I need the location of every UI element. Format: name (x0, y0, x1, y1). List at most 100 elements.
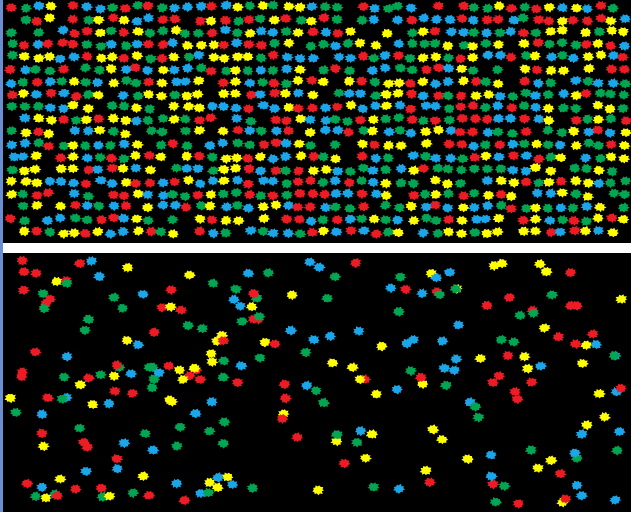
dot (567, 53, 580, 64)
dot (292, 166, 305, 177)
dot (531, 188, 543, 199)
dot (131, 139, 145, 150)
dot (370, 389, 382, 399)
dot (143, 150, 155, 161)
dot (117, 139, 131, 150)
dot (30, 268, 42, 278)
dot (157, 190, 170, 201)
dot (367, 482, 380, 492)
dot (306, 27, 320, 37)
dot (542, 139, 555, 150)
dot (207, 176, 220, 186)
dot (395, 177, 407, 188)
dot (16, 152, 29, 161)
dot (229, 103, 243, 113)
dot (618, 79, 631, 89)
dot (441, 90, 455, 101)
dot (60, 278, 73, 288)
dot (179, 28, 191, 39)
dot (392, 77, 406, 89)
dot (529, 162, 542, 173)
dot (107, 213, 121, 223)
dot (507, 91, 519, 102)
dot (102, 398, 115, 409)
dot (268, 78, 281, 89)
dot (167, 37, 179, 48)
dot (281, 52, 294, 63)
dot (571, 480, 583, 491)
dot (92, 201, 105, 212)
dot (618, 89, 631, 100)
dot (617, 52, 630, 62)
dot (182, 174, 195, 186)
dot (155, 139, 168, 150)
dot (295, 15, 308, 26)
dot (142, 490, 155, 500)
dot (257, 201, 270, 212)
dot (329, 153, 342, 164)
dot (333, 52, 345, 63)
dot (554, 227, 567, 237)
dot (258, 213, 271, 224)
dot (481, 164, 494, 174)
dot (82, 314, 95, 325)
dot (269, 115, 282, 125)
dot (291, 103, 305, 114)
dot (488, 260, 501, 272)
dot (5, 139, 18, 150)
dot (206, 215, 218, 225)
dot (111, 454, 124, 464)
dot (137, 289, 149, 299)
dot (144, 28, 156, 39)
dot (404, 78, 416, 89)
dot (575, 429, 588, 439)
dot (145, 226, 158, 237)
dot (605, 213, 618, 224)
dot (356, 139, 369, 150)
dot (544, 166, 557, 177)
dot (307, 53, 320, 63)
dot (442, 188, 455, 199)
dot (183, 52, 195, 62)
dot (482, 50, 494, 61)
dot (211, 482, 224, 493)
dot (429, 273, 442, 283)
dot (610, 386, 623, 397)
dot (328, 114, 342, 125)
dot (279, 393, 293, 404)
dot (81, 200, 94, 211)
dot (219, 15, 232, 26)
dot (579, 216, 592, 226)
dot (231, 175, 244, 185)
dot (79, 228, 91, 239)
dot (391, 15, 404, 26)
dot (495, 189, 507, 199)
dot (17, 89, 30, 99)
dot (604, 113, 617, 124)
dot (582, 138, 596, 149)
dot (127, 488, 140, 499)
dot (94, 4, 106, 14)
dot (586, 328, 599, 339)
dot (281, 179, 293, 189)
dot (480, 77, 492, 87)
dot (17, 285, 31, 296)
dot (291, 75, 304, 86)
dot (405, 201, 418, 212)
dot (66, 14, 79, 25)
dot (455, 91, 467, 102)
dot (155, 91, 168, 101)
dot (579, 225, 592, 236)
dot (570, 453, 583, 463)
dot (181, 91, 193, 101)
dot (481, 27, 493, 38)
dot (107, 126, 120, 137)
dot (419, 126, 432, 137)
dot (435, 434, 449, 445)
dot (420, 101, 433, 111)
dot (564, 267, 577, 278)
dot (580, 419, 593, 431)
dot (38, 303, 51, 314)
dot (344, 166, 357, 177)
